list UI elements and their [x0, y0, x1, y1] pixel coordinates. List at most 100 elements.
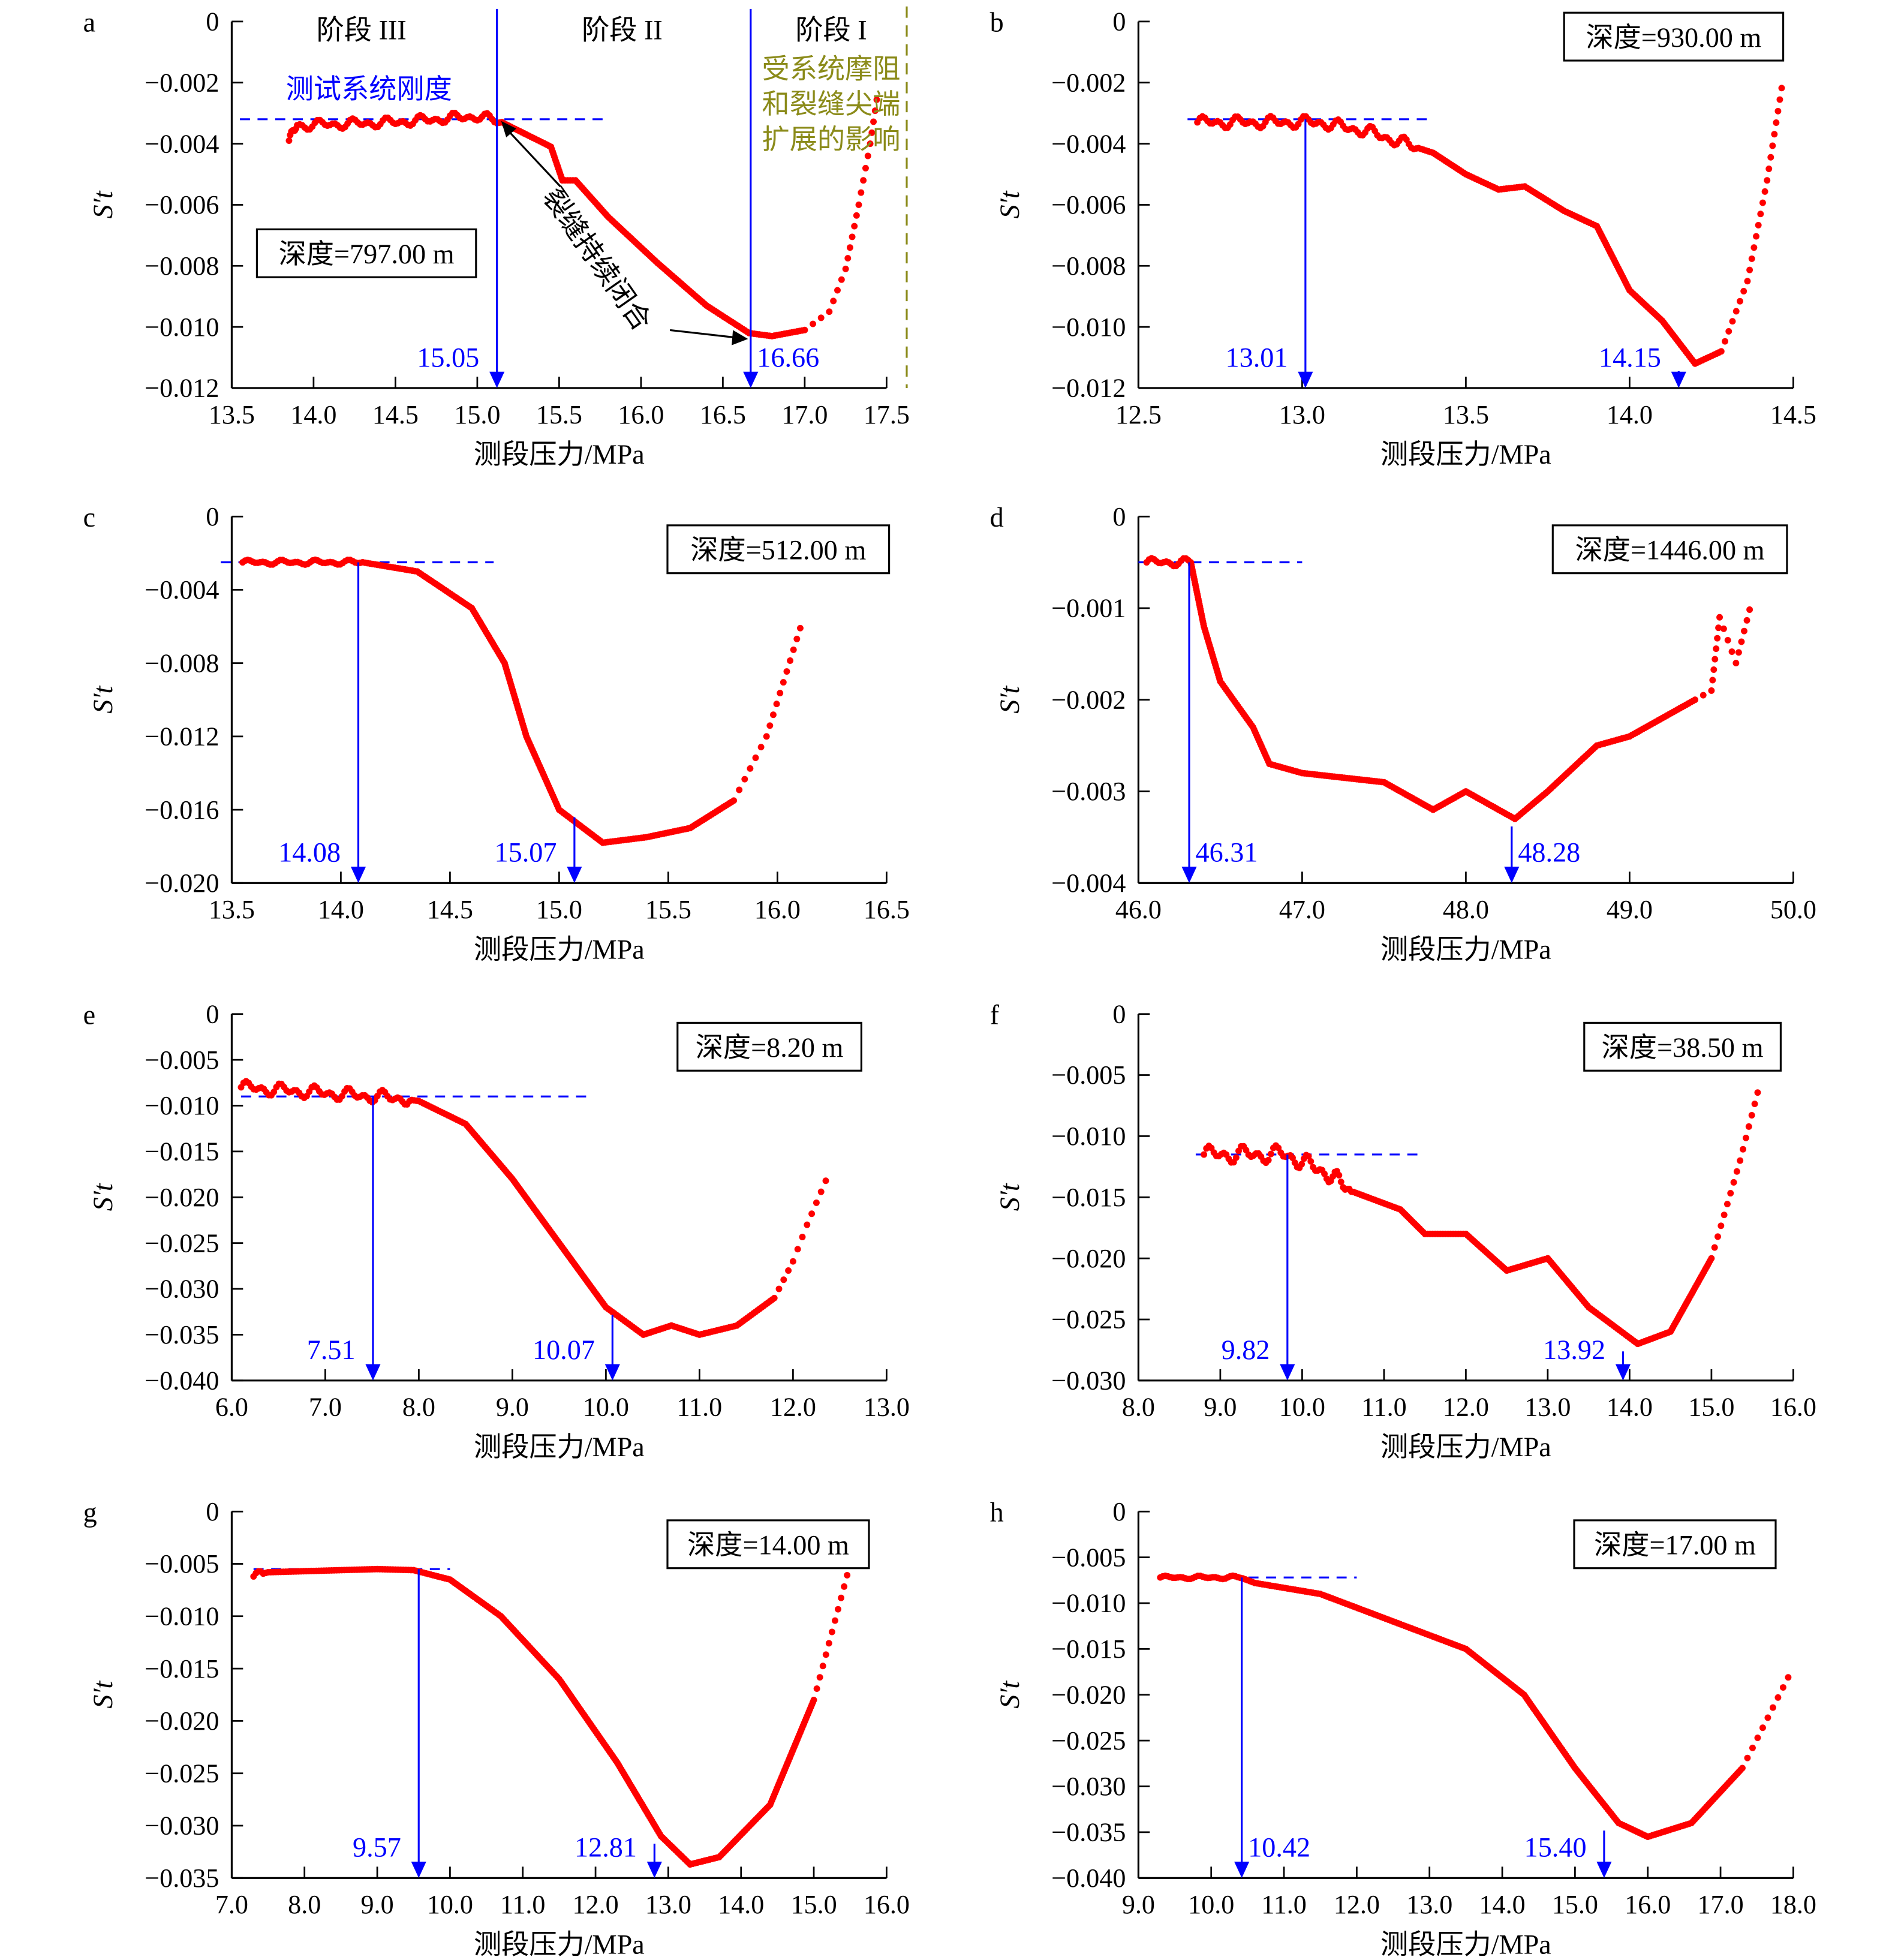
x-tick-label: 13.5	[209, 895, 255, 924]
data-point	[849, 233, 856, 241]
data-point	[1730, 1179, 1737, 1186]
y-tick-label: −0.008	[145, 251, 219, 281]
data-point	[825, 1640, 832, 1647]
data-point	[860, 177, 867, 184]
y-tick-label: −0.035	[145, 1863, 219, 1893]
panel-h: h 0 −0.005 −0.010 −0.015 −0.020 −0.025 −0.030 −0…	[990, 1497, 1816, 1959]
y-tick-label: −0.010	[145, 1091, 219, 1120]
data-point	[831, 1617, 838, 1624]
x-tick-label: 13.0	[1406, 1890, 1452, 1919]
y-tick-label: −0.005	[1051, 1543, 1126, 1572]
data-point	[1717, 1222, 1725, 1229]
panel-label: c	[83, 502, 96, 533]
data-point	[1754, 1734, 1761, 1742]
arrow-down-icon	[1504, 867, 1520, 883]
data-point	[804, 1221, 811, 1228]
x-tick-label: 18.0	[1770, 1890, 1816, 1919]
y-axis-label: S′t	[88, 686, 118, 714]
depth-box	[1551, 524, 1788, 575]
data-point	[1725, 327, 1732, 335]
data-series	[237, 1078, 829, 1338]
data-point	[775, 1285, 783, 1292]
panel-label: e	[83, 1000, 96, 1030]
x-tick-label: 16.5	[700, 400, 746, 429]
data-point	[844, 255, 852, 262]
data-point	[1715, 624, 1722, 632]
data-point	[842, 265, 849, 272]
data-point	[757, 744, 765, 751]
x-tick-label: 50.0	[1770, 895, 1816, 924]
x-tick-label: 13.0	[1524, 1393, 1571, 1422]
data-point	[1733, 1168, 1740, 1175]
closure-pressure-label: 16.66	[757, 342, 819, 372]
y-tick-label: −0.005	[145, 1549, 219, 1579]
data-point	[1778, 85, 1785, 92]
panel-label: g	[83, 1497, 97, 1528]
x-tick-label: 8.0	[402, 1393, 435, 1422]
depth-label: 深度=512.00 m	[690, 535, 866, 566]
data-point	[1741, 627, 1747, 635]
y-tick-label: −0.030	[145, 1811, 219, 1841]
y-tick-label: −0.002	[1051, 685, 1126, 714]
data-point	[1771, 131, 1778, 138]
arrow-down-icon	[365, 1364, 381, 1381]
data-point	[1723, 1201, 1731, 1208]
data-point	[1720, 1212, 1728, 1219]
y-tick-label: −0.015	[145, 1137, 219, 1167]
friction-annotation: 扩展的影响	[762, 124, 901, 155]
closure-pressure-label: 7.51	[307, 1334, 356, 1365]
closure-pressure-label: 46.31	[1196, 837, 1258, 868]
x-tick-label: 6.0	[215, 1393, 248, 1422]
arrow-down-icon	[411, 1862, 426, 1878]
data-point	[1337, 1179, 1344, 1186]
depth-label: 深度=1446.00 m	[1575, 535, 1765, 566]
data-point	[1708, 1255, 1715, 1262]
data-point	[793, 635, 801, 642]
x-axis-label: 测段压力/MPa	[474, 439, 645, 470]
data-point	[1711, 656, 1719, 663]
y-tick-label: −0.004	[1051, 868, 1126, 898]
y-tick-label: −0.002	[145, 68, 219, 97]
data-point	[1740, 288, 1747, 294]
arrow-down-icon	[1615, 1364, 1631, 1381]
x-tick-label: 13.0	[1279, 400, 1325, 429]
data-point	[285, 137, 293, 144]
data-point	[1738, 638, 1745, 645]
data-point	[780, 679, 787, 686]
depth-box	[1573, 1519, 1777, 1570]
x-tick-label: 16.0	[618, 400, 664, 429]
data-point	[773, 701, 780, 708]
data-point	[838, 1594, 845, 1601]
panel-g: g 0 −0.005 −0.010 −0.015 −0.020 −0.025 −0.030 −0…	[83, 1497, 910, 1959]
x-tick-label: 16.5	[864, 895, 910, 924]
data-point	[771, 1294, 778, 1301]
data-point	[1727, 1190, 1734, 1197]
data-point	[813, 1685, 820, 1693]
x-axis-label: 测段压力/MPa	[474, 1432, 645, 1462]
x-tick-label: 15.5	[645, 895, 691, 924]
data-point	[1785, 1674, 1792, 1681]
data-point	[1728, 648, 1735, 656]
data-point	[1748, 1112, 1755, 1119]
data-point	[1749, 1744, 1756, 1751]
y-tick-label: −0.016	[145, 795, 219, 825]
arrow-down-icon	[1181, 867, 1197, 883]
data-point	[841, 1583, 848, 1590]
y-tick-label: −0.040	[1051, 1863, 1126, 1893]
x-tick-label: 15.0	[536, 895, 582, 924]
x-tick-label: 14.0	[290, 400, 336, 429]
x-tick-label: 10.0	[583, 1393, 629, 1422]
closure-pressure-label: 10.42	[1248, 1832, 1310, 1863]
x-tick-label: 11.0	[1361, 1393, 1407, 1422]
x-tick-label: 17.0	[1697, 1890, 1743, 1919]
data-point	[741, 775, 748, 783]
data-point	[270, 1089, 278, 1096]
data-point	[862, 164, 869, 172]
data-point	[1750, 244, 1758, 251]
x-axis-label: 测段压力/MPa	[474, 934, 645, 964]
data-point	[1737, 297, 1743, 305]
closure-pressure-label: 15.40	[1524, 1832, 1587, 1863]
data-point	[1201, 1151, 1208, 1158]
data-point	[1751, 1101, 1758, 1108]
